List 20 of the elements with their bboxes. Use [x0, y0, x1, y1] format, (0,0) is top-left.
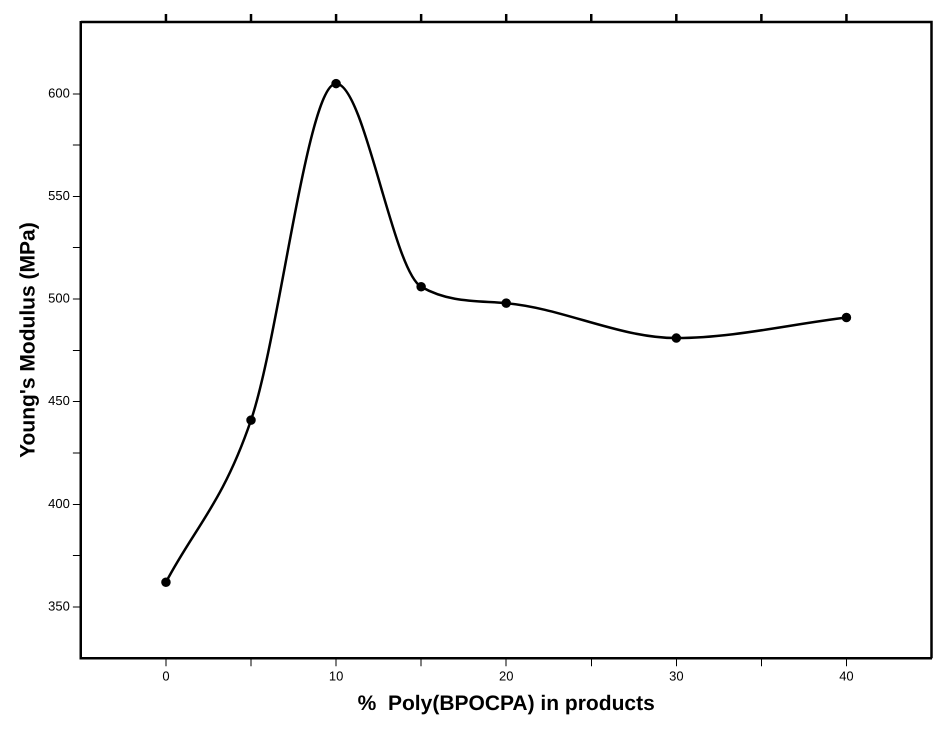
y-tick-label: 350 [48, 598, 70, 614]
y-tick-label: 450 [48, 393, 70, 408]
point [501, 298, 511, 308]
point [331, 78, 341, 88]
x-tick-label: 10 [328, 668, 344, 684]
y-tick-label: 600 [48, 85, 70, 100]
point [161, 578, 171, 588]
x-axis-title: % Poly(BPOCPA) in products [358, 692, 655, 716]
x-tick-label: 40 [839, 668, 854, 684]
y-tick-label: 500 [48, 290, 70, 306]
point [672, 333, 682, 343]
y-tick-label: 550 [48, 188, 70, 204]
x-tick-label: 0 [162, 668, 170, 684]
y-tick-label: 400 [48, 496, 70, 511]
point [842, 312, 852, 322]
y-axis-title: Young's Modulus (MPa) [16, 222, 40, 458]
point [416, 282, 426, 292]
point [246, 415, 256, 425]
x-tick-label: 20 [498, 668, 514, 684]
x-tick-label: 30 [669, 668, 684, 684]
